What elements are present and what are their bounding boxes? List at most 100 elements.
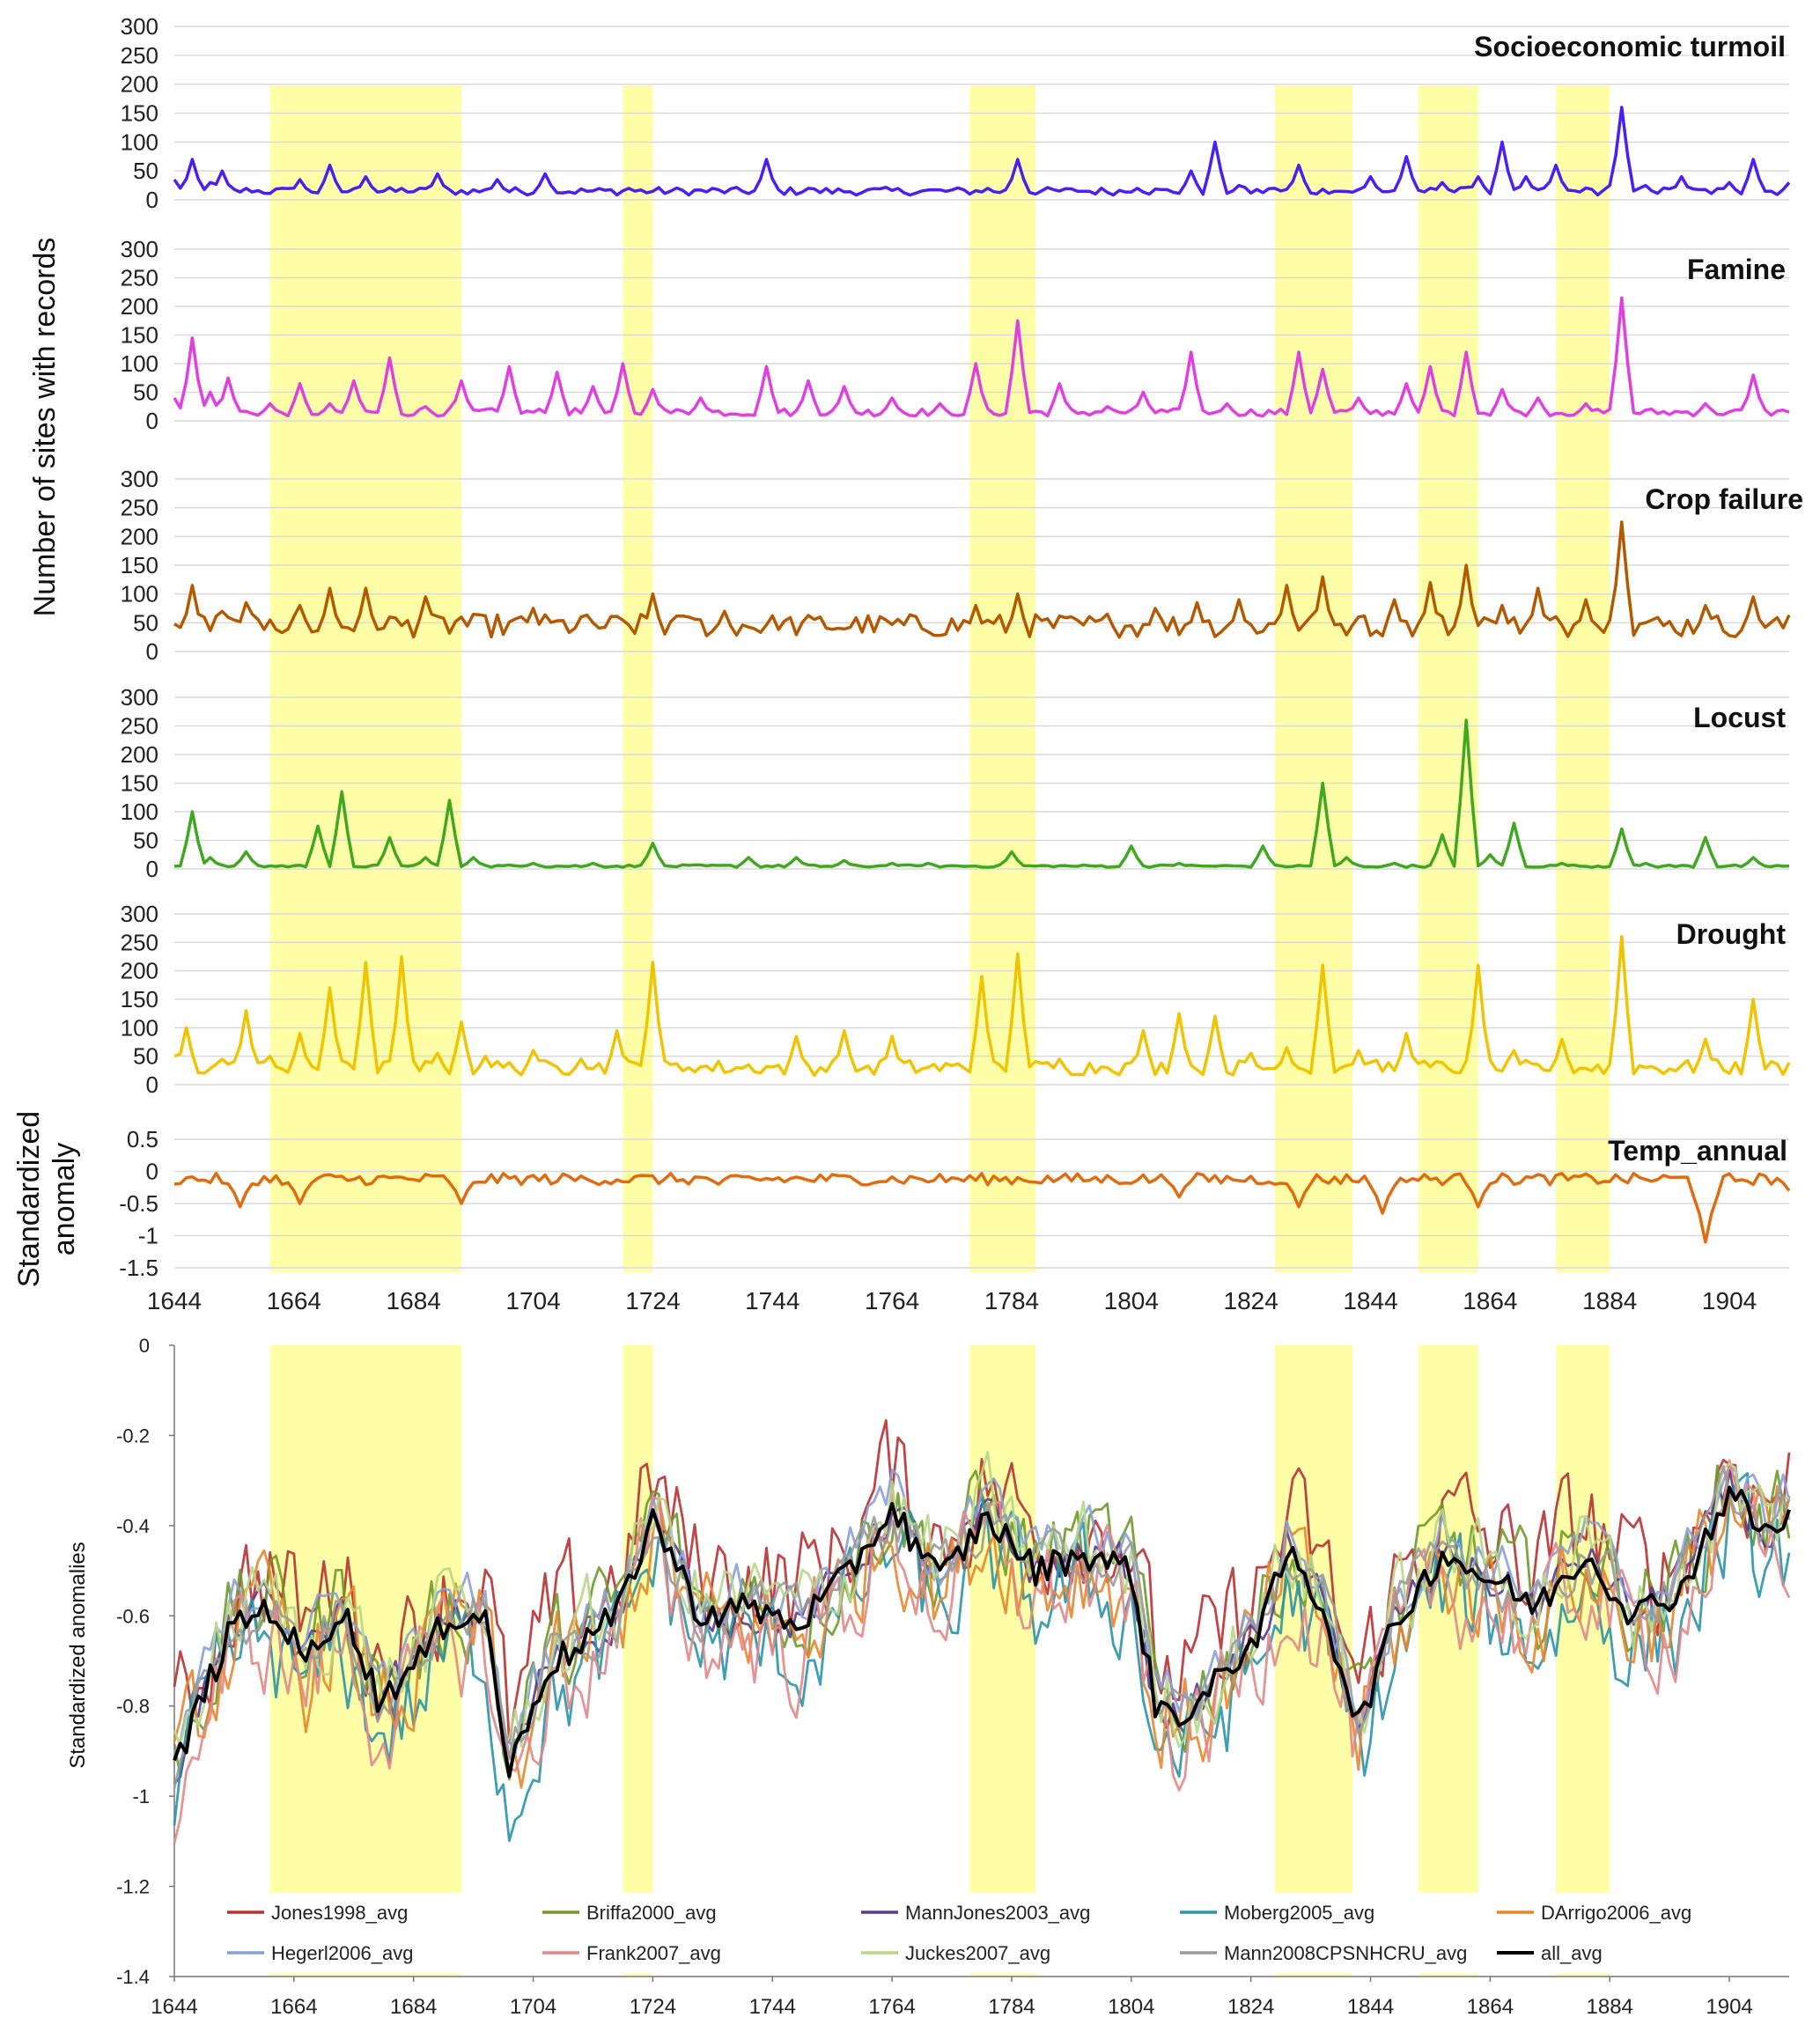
panel-title-temp-annual: Temp_annual [1608, 1135, 1787, 1167]
legend-label-Mann2008CPSNHCRU_avg: Mann2008CPSNHCRU_avg [1224, 1942, 1467, 1964]
series-line-DArrigo2006_avg [173, 1484, 1791, 1789]
y-tick-crop-failure-250: 250 [121, 495, 158, 521]
y-tick-crop-failure-0: 0 [146, 638, 158, 665]
panel-title-drought: Drought [1676, 918, 1787, 950]
y-tick-crop-failure-50: 50 [133, 609, 158, 636]
panel-title-socioeconomic-turmoil: Socioeconomic turmoil [1474, 31, 1786, 63]
y-tick-drought-250: 250 [121, 929, 158, 955]
x-tick-top-1684: 1684 [387, 1287, 441, 1314]
series-line-famine [173, 296, 1790, 418]
y-tick-socioeconomic-turmoil-50: 50 [133, 158, 158, 184]
bottom-x-tick-1844: 1844 [1347, 1995, 1394, 2019]
y-tick-famine-300: 300 [121, 236, 158, 262]
y-tick-socioeconomic-turmoil-200: 200 [121, 71, 158, 98]
y-tick-famine-150: 150 [121, 322, 158, 349]
y-tick-crop-failure-150: 150 [121, 552, 158, 578]
highlight-band-top-3 [1274, 85, 1353, 1272]
y-tick-famine-0: 0 [146, 408, 158, 434]
highlight-band-bottom-2 [969, 1345, 1036, 1977]
highlight-band-top-4 [1418, 85, 1478, 1272]
bottom-y-tick--1.4: -1.4 [116, 1966, 150, 1988]
y-tick-temp--0.5: -0.5 [119, 1190, 158, 1217]
y-tick-famine-250: 250 [121, 265, 158, 291]
x-tick-top-1844: 1844 [1343, 1287, 1397, 1314]
x-tick-top-1644: 1644 [147, 1287, 202, 1314]
legend-label-Briffa2000_avg: Briffa2000_avg [586, 1902, 717, 1924]
highlight-band-top-5 [1556, 85, 1610, 1272]
x-tick-top-1744: 1744 [745, 1287, 799, 1314]
bottom-x-tick-1784: 1784 [988, 1995, 1035, 2019]
y-tick-crop-failure-200: 200 [121, 523, 158, 549]
bottom-y-tick--0.4: -0.4 [116, 1515, 150, 1537]
y-tick-socioeconomic-turmoil-250: 250 [121, 42, 158, 69]
series-line-socioeconomic-turmoil [173, 106, 1791, 197]
x-tick-top-1784: 1784 [984, 1287, 1039, 1314]
y-tick-locust-50: 50 [133, 828, 158, 854]
bottom-x-tick-1824: 1824 [1227, 1995, 1274, 2019]
bottom-y-tick--0.2: -0.2 [116, 1425, 150, 1447]
legend-label-Frank2007_avg: Frank2007_avg [586, 1942, 721, 1964]
x-tick-top-1804: 1804 [1104, 1287, 1159, 1314]
bottom-x-tick-1764: 1764 [868, 1995, 915, 2019]
series-line-drought [173, 935, 1791, 1078]
y-tick-drought-300: 300 [121, 901, 158, 927]
bottom-y-tick-0: 0 [139, 1335, 150, 1357]
y-tick-locust-100: 100 [121, 799, 158, 825]
legend-label-Moberg2005_avg: Moberg2005_avg [1224, 1902, 1374, 1924]
y-axis-title-anomaly-line2: anomaly [48, 1143, 81, 1256]
y-tick-temp-0: 0 [146, 1159, 158, 1185]
legend-label-Juckes2007_avg: Juckes2007_avg [905, 1942, 1050, 1964]
y-axis-title-anomalies: Standardized anomalies [66, 1542, 90, 1769]
y-tick-drought-50: 50 [133, 1043, 158, 1070]
y-tick-drought-150: 150 [121, 986, 158, 1012]
y-tick-drought-100: 100 [121, 1014, 158, 1041]
legend-background [211, 1893, 1787, 1974]
bottom-x-tick-1864: 1864 [1467, 1995, 1514, 2019]
x-tick-top-1864: 1864 [1463, 1287, 1517, 1314]
y-tick-crop-failure-300: 300 [121, 466, 158, 492]
x-tick-top-1664: 1664 [267, 1287, 321, 1314]
series-line-Frank2007_avg [173, 1459, 1791, 1844]
bottom-x-tick-1804: 1804 [1108, 1995, 1154, 2019]
panel-title-famine: Famine [1687, 254, 1786, 285]
y-tick-temp--1: -1 [138, 1223, 158, 1249]
highlight-band-bottom-1 [623, 1345, 653, 1977]
y-tick-temp-0.5: 0.5 [127, 1126, 158, 1152]
x-tick-top-1704: 1704 [505, 1287, 560, 1314]
y-tick-drought-200: 200 [121, 958, 158, 984]
y-tick-famine-200: 200 [121, 293, 158, 320]
x-tick-top-1724: 1724 [625, 1287, 680, 1314]
panel-title-crop-failure: Crop failure [1645, 483, 1803, 515]
x-tick-top-1824: 1824 [1224, 1287, 1278, 1314]
series-line-Moberg2005_avg [173, 1472, 1791, 1843]
y-tick-temp--1.5: -1.5 [119, 1255, 158, 1281]
series-line-locust [173, 718, 1790, 869]
y-tick-locust-150: 150 [121, 770, 158, 797]
series-line-all_avg [173, 1485, 1791, 1778]
y-tick-drought-0: 0 [146, 1071, 158, 1098]
y-axis-title-records: Number of sites with records [28, 238, 62, 617]
highlight-band-top-1 [623, 85, 653, 1272]
bottom-y-tick--1.2: -1.2 [116, 1876, 150, 1898]
y-tick-famine-50: 50 [133, 379, 158, 406]
y-tick-socioeconomic-turmoil-100: 100 [121, 129, 158, 155]
series-line-temp-annual [173, 1171, 1791, 1244]
bottom-x-tick-1904: 1904 [1706, 1995, 1752, 2019]
series-line-Mann2008CPSNHCRU_avg [173, 1464, 1791, 1789]
bottom-x-tick-1724: 1724 [630, 1995, 676, 2019]
legend-label-DArrigo2006_avg: DArrigo2006_avg [1541, 1902, 1691, 1924]
legend-label-all_avg: all_avg [1541, 1942, 1603, 1964]
bottom-x-tick-1744: 1744 [749, 1995, 796, 2019]
bottom-y-tick--1: -1 [132, 1785, 150, 1807]
bottom-x-tick-1884: 1884 [1587, 1995, 1633, 2019]
series-line-crop-failure [173, 520, 1791, 639]
highlight-band-top-2 [969, 85, 1036, 1272]
legend-label-Jones1998_avg: Jones1998_avg [271, 1902, 408, 1924]
y-tick-famine-100: 100 [121, 350, 158, 377]
y-tick-locust-300: 300 [121, 684, 158, 710]
bottom-x-tick-1684: 1684 [390, 1995, 437, 2019]
y-tick-socioeconomic-turmoil-0: 0 [146, 187, 158, 213]
